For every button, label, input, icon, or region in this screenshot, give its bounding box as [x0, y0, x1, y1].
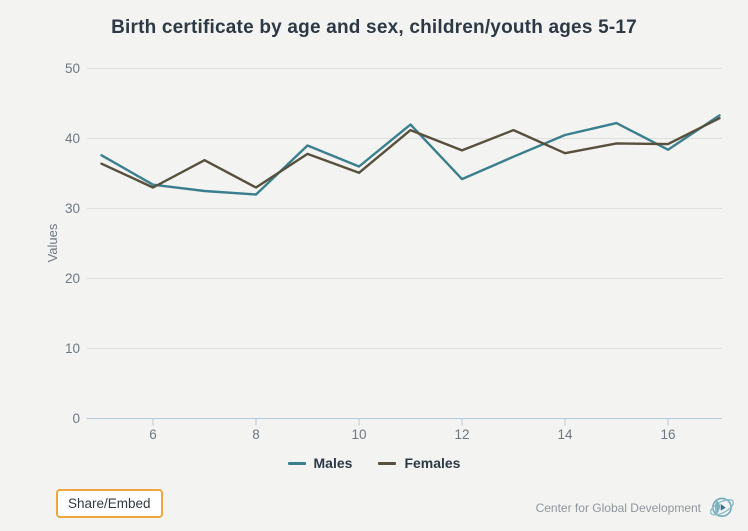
y-tick-label: 40 — [65, 131, 80, 146]
x-tick-label: 12 — [454, 427, 469, 442]
x-tick-label: 8 — [252, 427, 260, 442]
chart-legend: Males Females — [0, 455, 748, 471]
legend-item-females[interactable]: Females — [378, 455, 460, 471]
y-tick-label: 50 — [65, 61, 80, 76]
legend-label-males: Males — [313, 455, 353, 471]
y-tick-label: 30 — [65, 201, 80, 216]
y-tick-label: 20 — [65, 271, 80, 286]
y-axis-label: Values — [45, 223, 60, 262]
x-tick-label: 10 — [351, 427, 366, 442]
x-tick-label: 14 — [557, 427, 573, 442]
brand-name: Center for Global Development — [535, 500, 701, 515]
females-line-swatch — [378, 461, 397, 465]
brand-footer: Center for Global Development — [536, 494, 736, 521]
chart-title: Birth certificate by age and sex, childr… — [111, 17, 637, 38]
y-tick-label: 0 — [72, 411, 80, 426]
x-tick-label: 6 — [149, 427, 157, 442]
y-tick-label: 10 — [65, 341, 80, 356]
males-series-line — [100, 114, 721, 196]
cgd-globe-icon — [709, 497, 735, 517]
share-embed-button[interactable]: Share/Embed — [56, 489, 163, 518]
males-line-swatch — [287, 461, 306, 465]
legend-label-females: Females — [404, 455, 461, 471]
line-chart: 0 10 20 30 40 50 6 8 10 12 14 16 Values — [45, 61, 722, 442]
legend-item-males[interactable]: Males — [287, 455, 353, 471]
females-series-line — [100, 116, 721, 189]
x-tick-label: 16 — [660, 427, 675, 442]
